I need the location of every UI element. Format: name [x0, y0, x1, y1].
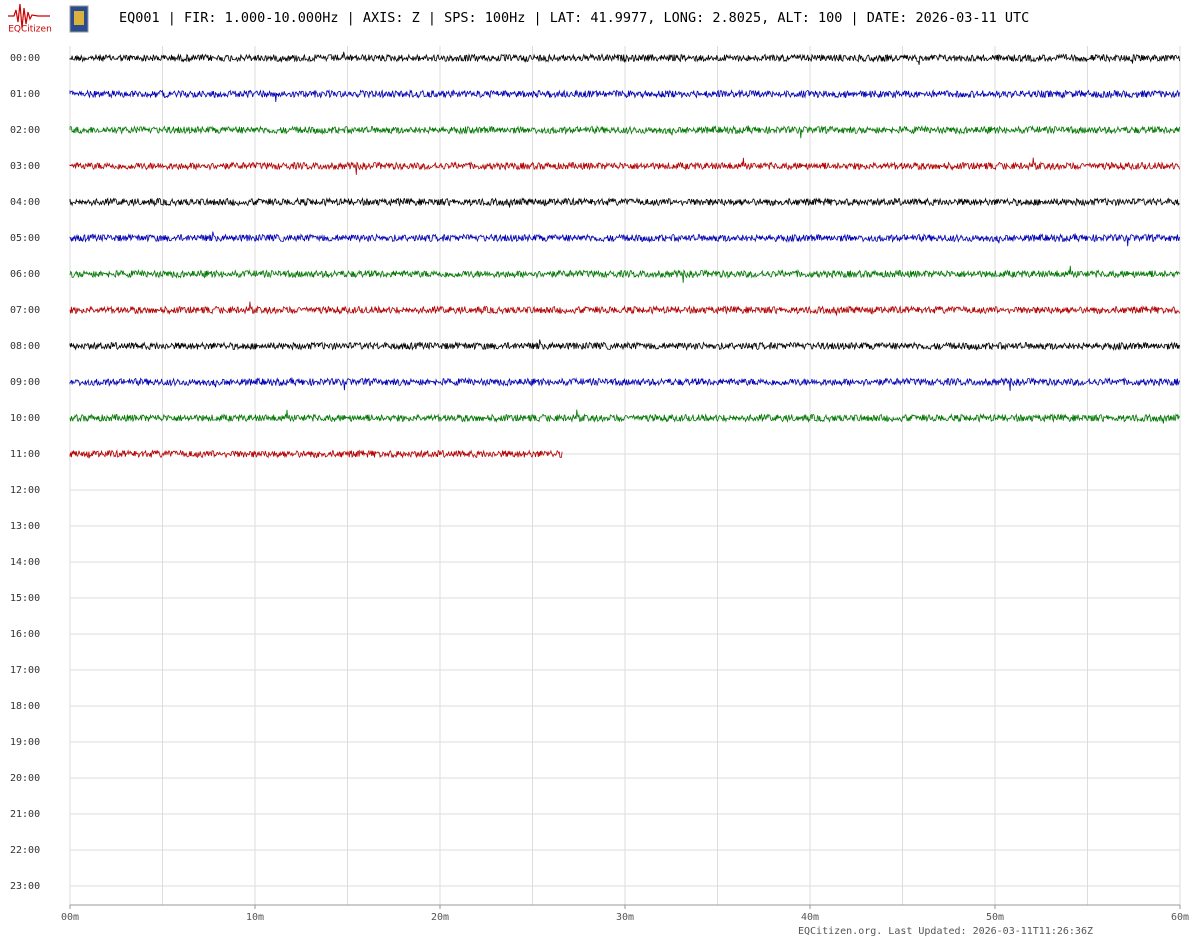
y-tick-label: 12:00: [10, 485, 40, 496]
y-tick-label: 18:00: [10, 701, 40, 712]
y-tick-label: 08:00: [10, 341, 40, 352]
y-tick-label: 02:00: [10, 125, 40, 136]
y-tick-label: 20:00: [10, 773, 40, 784]
y-tick-label: 10:00: [10, 413, 40, 424]
y-tick-label: 01:00: [10, 89, 40, 100]
trace: [69, 376, 1180, 391]
y-tick-label: 22:00: [10, 845, 40, 856]
x-tick-label: 40m: [801, 912, 819, 923]
trace: [69, 89, 1180, 103]
x-tick-label: 20m: [431, 912, 449, 923]
trace: [69, 157, 1180, 175]
trace: [69, 301, 1180, 316]
x-tick-label: 60m: [1171, 912, 1189, 923]
chart-title: EQ001 | FIR: 1.000-10.000Hz | AXIS: Z | …: [119, 10, 1029, 26]
trace: [69, 339, 1180, 351]
y-tick-label: 16:00: [10, 629, 40, 640]
y-tick-label: 15:00: [10, 593, 40, 604]
logo: [8, 3, 89, 33]
trace: [69, 51, 1180, 65]
y-tick-label: 13:00: [10, 521, 40, 532]
y-tick-label: 21:00: [10, 809, 40, 820]
y-tick-label: 07:00: [10, 305, 40, 316]
footer: EQCitizen.org. Last Updated: 2026-03-11T…: [798, 926, 1093, 937]
y-tick-label: 19:00: [10, 737, 40, 748]
x-tick-label: 50m: [986, 912, 1004, 923]
y-tick-label: 03:00: [10, 161, 40, 172]
trace: [69, 409, 1180, 424]
trace: [69, 197, 1180, 208]
y-tick-label: 06:00: [10, 269, 40, 280]
x-tick-label: 30m: [616, 912, 634, 923]
x-tick-label: 10m: [246, 912, 264, 923]
y-tick-label: 11:00: [10, 449, 40, 460]
logo-text: EQCitizen: [8, 25, 52, 35]
trace: [69, 125, 1180, 139]
y-tick-label: 23:00: [10, 881, 40, 892]
y-tick-label: 05:00: [10, 233, 40, 244]
y-tick-label: 14:00: [10, 557, 40, 568]
y-tick-label: 09:00: [10, 377, 40, 388]
y-tick-label: 00:00: [10, 53, 40, 64]
trace: [69, 449, 563, 459]
trace: [69, 265, 1180, 283]
y-tick-label: 04:00: [10, 197, 40, 208]
trace: [69, 231, 1180, 247]
x-tick-label: 00m: [61, 912, 79, 923]
y-tick-label: 17:00: [10, 665, 40, 676]
